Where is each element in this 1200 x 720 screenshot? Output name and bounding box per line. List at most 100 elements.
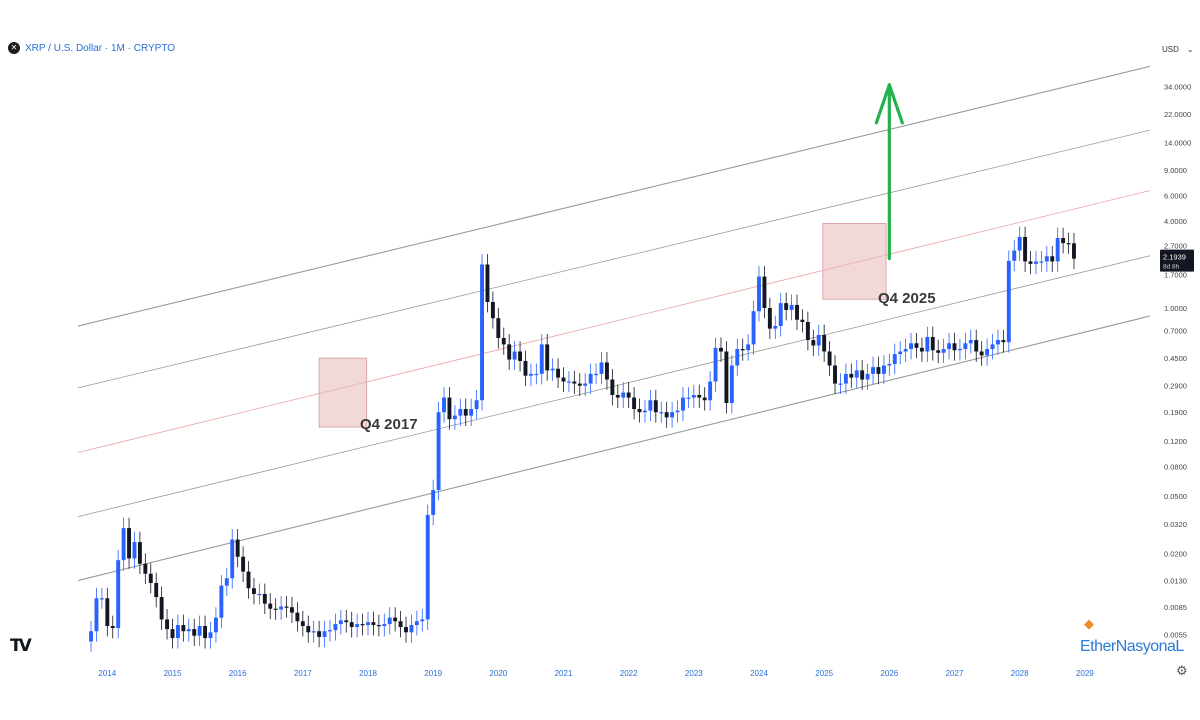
target-arrow-head bbox=[874, 83, 904, 125]
candle-body bbox=[170, 629, 175, 639]
candle-body bbox=[447, 397, 452, 420]
candle-body bbox=[420, 619, 425, 622]
y-tick-label: 2.7000 bbox=[1164, 242, 1187, 251]
y-tick-label: 0.2900 bbox=[1164, 382, 1187, 391]
y-tick-label: 14.0000 bbox=[1164, 138, 1191, 147]
candle-body bbox=[957, 349, 962, 351]
candle-body bbox=[382, 624, 387, 627]
candle-body bbox=[539, 344, 544, 374]
candle-body bbox=[621, 392, 626, 398]
candle-body bbox=[778, 303, 783, 327]
candle-body bbox=[740, 349, 745, 351]
candle-body bbox=[127, 528, 132, 559]
candle-body bbox=[556, 368, 561, 378]
candle-body bbox=[349, 622, 354, 628]
candle-body bbox=[805, 321, 810, 341]
candle-body bbox=[197, 626, 202, 636]
candle-body bbox=[317, 631, 322, 637]
candle-body bbox=[512, 351, 517, 360]
candle-body bbox=[518, 351, 523, 361]
candle-body bbox=[306, 626, 311, 633]
candle-body bbox=[105, 598, 110, 627]
candle-body bbox=[881, 365, 886, 374]
candle-body bbox=[968, 340, 973, 344]
candle-body bbox=[137, 542, 142, 564]
candle-body bbox=[387, 617, 392, 625]
x-tick-label: 2019 bbox=[424, 669, 442, 678]
candle-body bbox=[311, 631, 316, 633]
candle-body bbox=[550, 368, 555, 371]
candle-body bbox=[751, 311, 756, 345]
candle-body bbox=[186, 629, 191, 632]
candle-body bbox=[659, 412, 664, 414]
candle-body bbox=[746, 344, 751, 351]
tradingview-logo[interactable]: TV bbox=[10, 636, 32, 656]
gear-icon[interactable]: ⚙ bbox=[1176, 664, 1188, 679]
candle-body bbox=[762, 276, 767, 308]
candle-body bbox=[360, 624, 365, 626]
candle-body bbox=[431, 490, 436, 515]
channel-line-lower-4 bbox=[77, 315, 1151, 582]
chart-title: XRP / U.S. Dollar · 1M · CRYPTO bbox=[25, 42, 176, 54]
candle-body bbox=[697, 395, 702, 398]
candle-body bbox=[273, 608, 278, 610]
candle-body bbox=[833, 365, 837, 384]
candle-body bbox=[110, 626, 115, 629]
candle-body bbox=[344, 620, 349, 623]
candle-body bbox=[99, 598, 104, 600]
y-tick-label: 6.0000 bbox=[1164, 192, 1187, 201]
candle-body bbox=[279, 606, 284, 610]
candle-body bbox=[1006, 260, 1011, 343]
y-tick-label: 0.0085 bbox=[1164, 603, 1187, 612]
chart-title-bar[interactable]: ✕ XRP / U.S. Dollar · 1M · CRYPTO bbox=[8, 42, 175, 54]
candle-body bbox=[452, 415, 457, 420]
candle-body bbox=[393, 617, 398, 622]
candle-body bbox=[583, 383, 588, 386]
candle-body bbox=[480, 264, 484, 401]
candle-body bbox=[490, 302, 495, 319]
candle-body bbox=[409, 625, 414, 633]
candle-body bbox=[148, 573, 153, 584]
candle-body bbox=[333, 624, 338, 631]
candle-body bbox=[588, 373, 593, 384]
candle-body bbox=[887, 363, 892, 366]
x-tick-label: 2015 bbox=[164, 669, 182, 678]
fox-icon: ◆ bbox=[1084, 616, 1094, 631]
y-tick-label: 0.0130 bbox=[1164, 577, 1187, 586]
candle-body bbox=[936, 350, 941, 353]
candle-body bbox=[251, 588, 256, 594]
candle-body bbox=[436, 412, 441, 491]
candle-body bbox=[784, 303, 789, 310]
candle-body bbox=[328, 630, 332, 632]
candle-body bbox=[94, 598, 99, 632]
watermark-text: EtherNasyonaL bbox=[1080, 638, 1184, 655]
candle-body bbox=[648, 400, 653, 411]
candle-body bbox=[208, 632, 213, 639]
candle-body bbox=[572, 381, 577, 384]
candle-body bbox=[914, 343, 919, 348]
candle-body bbox=[284, 606, 289, 608]
candle-body bbox=[425, 514, 430, 620]
candle-body bbox=[528, 373, 533, 376]
currency-selector[interactable]: USD ⌄ bbox=[1162, 45, 1194, 54]
x-tick-label: 2017 bbox=[294, 669, 312, 678]
candle-body bbox=[811, 340, 816, 346]
candle-body bbox=[561, 377, 566, 382]
candle-body bbox=[995, 340, 1000, 345]
candle-body bbox=[404, 627, 408, 633]
x-circle-icon: ✕ bbox=[8, 42, 20, 54]
candle-body bbox=[1066, 243, 1071, 245]
candle-body bbox=[827, 351, 832, 366]
candle-body bbox=[604, 362, 609, 380]
candle-body bbox=[800, 319, 805, 322]
candle-body bbox=[615, 395, 620, 398]
candle-body bbox=[192, 629, 197, 636]
candle-body bbox=[898, 351, 903, 355]
channel-line-median-2 bbox=[77, 190, 1151, 453]
candle-body bbox=[295, 612, 300, 622]
y-tick-label: 0.0500 bbox=[1164, 492, 1187, 501]
candle-body bbox=[713, 347, 718, 382]
candle-body bbox=[1017, 236, 1022, 251]
y-tick-label: 22.0000 bbox=[1164, 110, 1191, 119]
